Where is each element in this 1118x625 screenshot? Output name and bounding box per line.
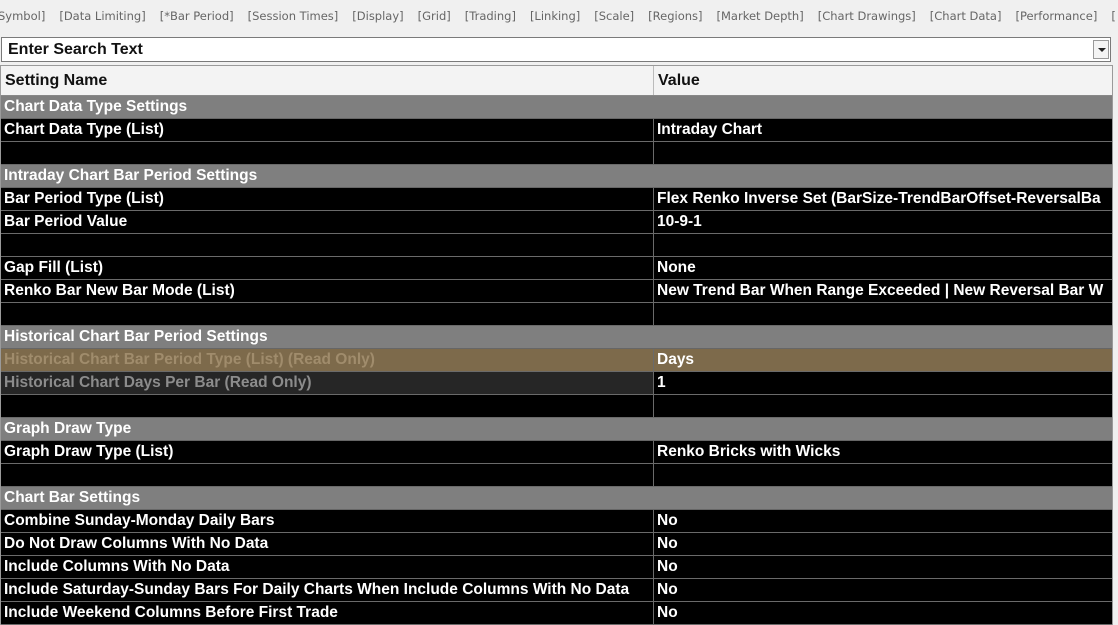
dropdown-button[interactable] bbox=[1093, 40, 1109, 59]
tab[interactable]: Symbol] bbox=[0, 9, 46, 23]
setting-name bbox=[1, 234, 654, 256]
setting-row[interactable]: Gap Fill (List) None bbox=[1, 257, 1112, 280]
section-row: Intraday Chart Bar Period Settings bbox=[1, 165, 1112, 188]
tab[interactable]: [Alert] bbox=[1111, 9, 1116, 23]
setting-name: Include Columns With No Data bbox=[1, 556, 654, 578]
column-header[interactable]: Setting Name bbox=[1, 66, 654, 95]
setting-name bbox=[1, 395, 654, 417]
tab[interactable]: [Chart Data] bbox=[929, 9, 1002, 23]
setting-row[interactable]: Renko Bar New Bar Mode (List) New Trend B… bbox=[1, 280, 1112, 303]
setting-value: Intraday Chart bbox=[657, 121, 763, 138]
tab[interactable]: [Data Limiting] bbox=[59, 9, 146, 23]
setting-name: Renko Bar New Bar Mode (List) bbox=[1, 280, 654, 302]
empty-row bbox=[1, 464, 1112, 487]
setting-value: 10-9-1 bbox=[657, 213, 702, 230]
section-row: Chart Bar Settings bbox=[1, 487, 1112, 510]
setting-name: Gap Fill (List) bbox=[1, 257, 654, 279]
setting-value: No bbox=[657, 558, 678, 575]
setting-value bbox=[654, 142, 1112, 164]
setting-value: Flex Renko Inverse Set (BarSize-TrendBar… bbox=[657, 190, 1101, 207]
setting-value: 1 bbox=[657, 374, 666, 391]
settings-grid: Setting Name Value Chart Data Type Setti… bbox=[0, 65, 1113, 625]
tab[interactable]: [Trading] bbox=[464, 9, 516, 23]
setting-row[interactable]: Combine Sunday-Monday Daily Bars No bbox=[1, 510, 1112, 533]
search-box[interactable]: Enter Search Text bbox=[1, 37, 1111, 62]
setting-value: No bbox=[657, 581, 678, 598]
setting-value bbox=[654, 234, 1112, 256]
setting-row[interactable]: Historical Chart Bar Period Type (List) … bbox=[1, 349, 1112, 372]
empty-row bbox=[1, 142, 1112, 165]
tab[interactable]: [Linking] bbox=[529, 9, 581, 23]
tab[interactable]: [Performance] bbox=[1015, 9, 1098, 23]
empty-row bbox=[1, 303, 1112, 326]
setting-name: Do Not Draw Columns With No Data bbox=[1, 533, 654, 555]
empty-row bbox=[1, 234, 1112, 257]
setting-name bbox=[1, 464, 654, 486]
setting-value bbox=[654, 464, 1112, 486]
setting-name: Include Weekend Columns Before First Tra… bbox=[1, 602, 654, 624]
setting-name: Historical Chart Days Per Bar (Read Only… bbox=[1, 372, 654, 394]
tab[interactable]: [Grid] bbox=[417, 9, 451, 23]
setting-row[interactable]: Chart Data Type (List) Intraday Chart bbox=[1, 119, 1112, 142]
rows: Chart Data Type Settings Chart Data Type … bbox=[1, 96, 1112, 625]
setting-row[interactable]: Include Weekend Columns Before First Tra… bbox=[1, 602, 1112, 625]
setting-name: Graph Draw Type (List) bbox=[1, 441, 654, 463]
setting-name: Chart Data Type (List) bbox=[1, 119, 654, 141]
setting-name: Bar Period Value bbox=[1, 211, 654, 233]
tab[interactable]: [Regions] bbox=[648, 9, 703, 23]
setting-row[interactable]: Include Columns With No Data No bbox=[1, 556, 1112, 579]
setting-row[interactable]: Do Not Draw Columns With No Data No bbox=[1, 533, 1112, 556]
search-placeholder: Enter Search Text bbox=[8, 41, 143, 58]
setting-row[interactable]: Graph Draw Type (List) Renko Bricks with … bbox=[1, 441, 1112, 464]
setting-row[interactable]: Historical Chart Days Per Bar (Read Only… bbox=[1, 372, 1112, 395]
setting-value: No bbox=[657, 512, 678, 529]
tab[interactable]: [Market Depth] bbox=[716, 9, 804, 23]
tab[interactable]: [*Bar Period] bbox=[159, 9, 234, 23]
setting-value: Renko Bricks with Wicks bbox=[657, 443, 841, 460]
setting-row[interactable]: Include Saturday-Sunday Bars For Daily C… bbox=[1, 579, 1112, 602]
section-row: Historical Chart Bar Period Settings bbox=[1, 326, 1112, 349]
setting-value: No bbox=[657, 604, 678, 621]
section-row: Chart Data Type Settings bbox=[1, 96, 1112, 119]
setting-name: Combine Sunday-Monday Daily Bars bbox=[1, 510, 654, 532]
setting-value: Days bbox=[657, 351, 695, 368]
setting-name: Historical Chart Bar Period Type (List) … bbox=[1, 349, 654, 371]
setting-value bbox=[654, 395, 1112, 417]
empty-row bbox=[1, 395, 1112, 418]
column-header[interactable]: Value bbox=[658, 72, 700, 89]
setting-row[interactable]: Bar Period Type (List) Flex Renko Inverse… bbox=[1, 188, 1112, 211]
setting-value: No bbox=[657, 535, 678, 552]
section-row: Graph Draw Type bbox=[1, 418, 1112, 441]
setting-value: None bbox=[657, 259, 696, 276]
setting-name: Include Saturday-Sunday Bars For Daily C… bbox=[1, 579, 654, 601]
setting-value: New Trend Bar When Range Exceeded | New … bbox=[657, 282, 1104, 299]
setting-name bbox=[1, 303, 654, 325]
tab[interactable]: [Scale] bbox=[594, 9, 635, 23]
setting-row[interactable]: Bar Period Value 10-9-1 bbox=[1, 211, 1112, 234]
setting-name bbox=[1, 142, 654, 164]
setting-name: Bar Period Type (List) bbox=[1, 188, 654, 210]
tab[interactable]: [Display] bbox=[352, 9, 404, 23]
tab[interactable]: [Session Times] bbox=[247, 9, 339, 23]
tab[interactable]: [Chart Drawings] bbox=[817, 9, 916, 23]
setting-value bbox=[654, 303, 1112, 325]
tab-bar: Symbol] [Data Limiting] [*Bar Period] [Sess… bbox=[0, 9, 1116, 27]
header-row: Setting Name Value bbox=[1, 66, 1112, 96]
